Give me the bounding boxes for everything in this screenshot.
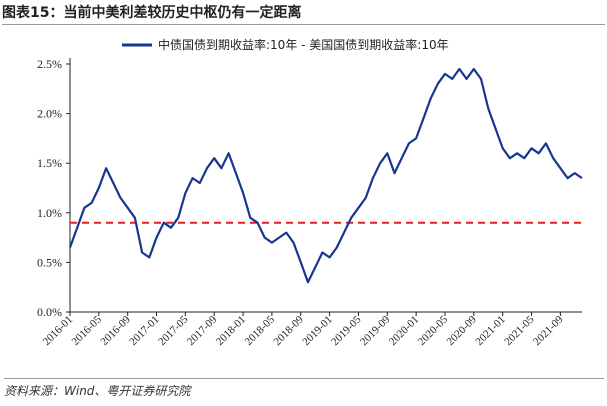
- plot-series: [68, 67, 583, 284]
- y-tick-label: 1.0%: [37, 206, 62, 220]
- x-tick-label: 2016-05: [70, 313, 105, 348]
- y-tick-label: 1.5%: [37, 156, 62, 170]
- x-tick-label: 2016-09: [98, 313, 133, 348]
- x-tick-label: 2019-09: [358, 313, 393, 348]
- y-tick-label: 2.5%: [37, 57, 62, 71]
- x-tick-label: 2017-01: [127, 314, 161, 348]
- source-note: 资料来源：Wind、粤开证券研究院: [4, 378, 604, 403]
- x-tick-label: 2018-09: [271, 313, 306, 348]
- x-tick-label: 2019-01: [300, 314, 334, 348]
- x-tick-label: 2019-05: [329, 313, 364, 348]
- legend: 中债国债到期收益率:10年 - 美国国债到期收益率:10年: [122, 37, 449, 52]
- x-tick-label: 2017-09: [185, 313, 220, 348]
- x-tick-label: 2021-05: [502, 313, 537, 348]
- y-tick-label: 0.0%: [37, 305, 62, 319]
- y-axis: 0.0% 0.5% 1.0% 1.5% 2.0% 2.5%: [37, 57, 71, 319]
- x-tick-label: 2020-01: [387, 314, 421, 348]
- x-tick-label: 2017-05: [156, 313, 191, 348]
- y-tick-label: 2.0%: [37, 107, 62, 121]
- x-tick-label: 2021-09: [531, 313, 566, 348]
- x-tick-label: 2018-01: [214, 314, 248, 348]
- y-tick-label: 0.5%: [37, 255, 62, 269]
- x-tick-label: 2020-05: [416, 313, 451, 348]
- series-line: [68, 67, 583, 284]
- x-tick-label: 2021-01: [473, 314, 507, 348]
- line-chart: 中债国债到期收益率:10年 - 美国国债到期收益率:10年 0.0% 0.5% 1.…: [37, 37, 583, 348]
- x-axis: 2016-012016-052016-092017-012017-052017-…: [41, 311, 582, 348]
- figure-title: 图表15：当前中美利差较历史中枢仍有一定距离: [2, 2, 605, 25]
- x-tick-label: 2018-05: [243, 313, 278, 348]
- x-tick-label: 2020-09: [445, 313, 480, 348]
- legend-label: 中债国债到期收益率:10年 - 美国国债到期收益率:10年: [158, 37, 449, 52]
